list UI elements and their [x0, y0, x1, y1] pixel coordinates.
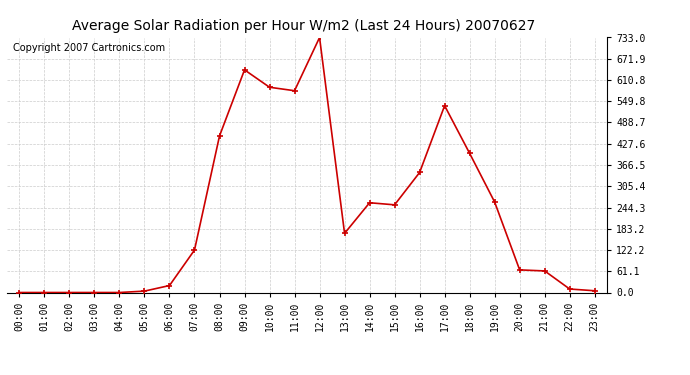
Text: Copyright 2007 Cartronics.com: Copyright 2007 Cartronics.com	[13, 43, 165, 52]
Text: Average Solar Radiation per Hour W/m2 (Last 24 Hours) 20070627: Average Solar Radiation per Hour W/m2 (L…	[72, 19, 535, 33]
